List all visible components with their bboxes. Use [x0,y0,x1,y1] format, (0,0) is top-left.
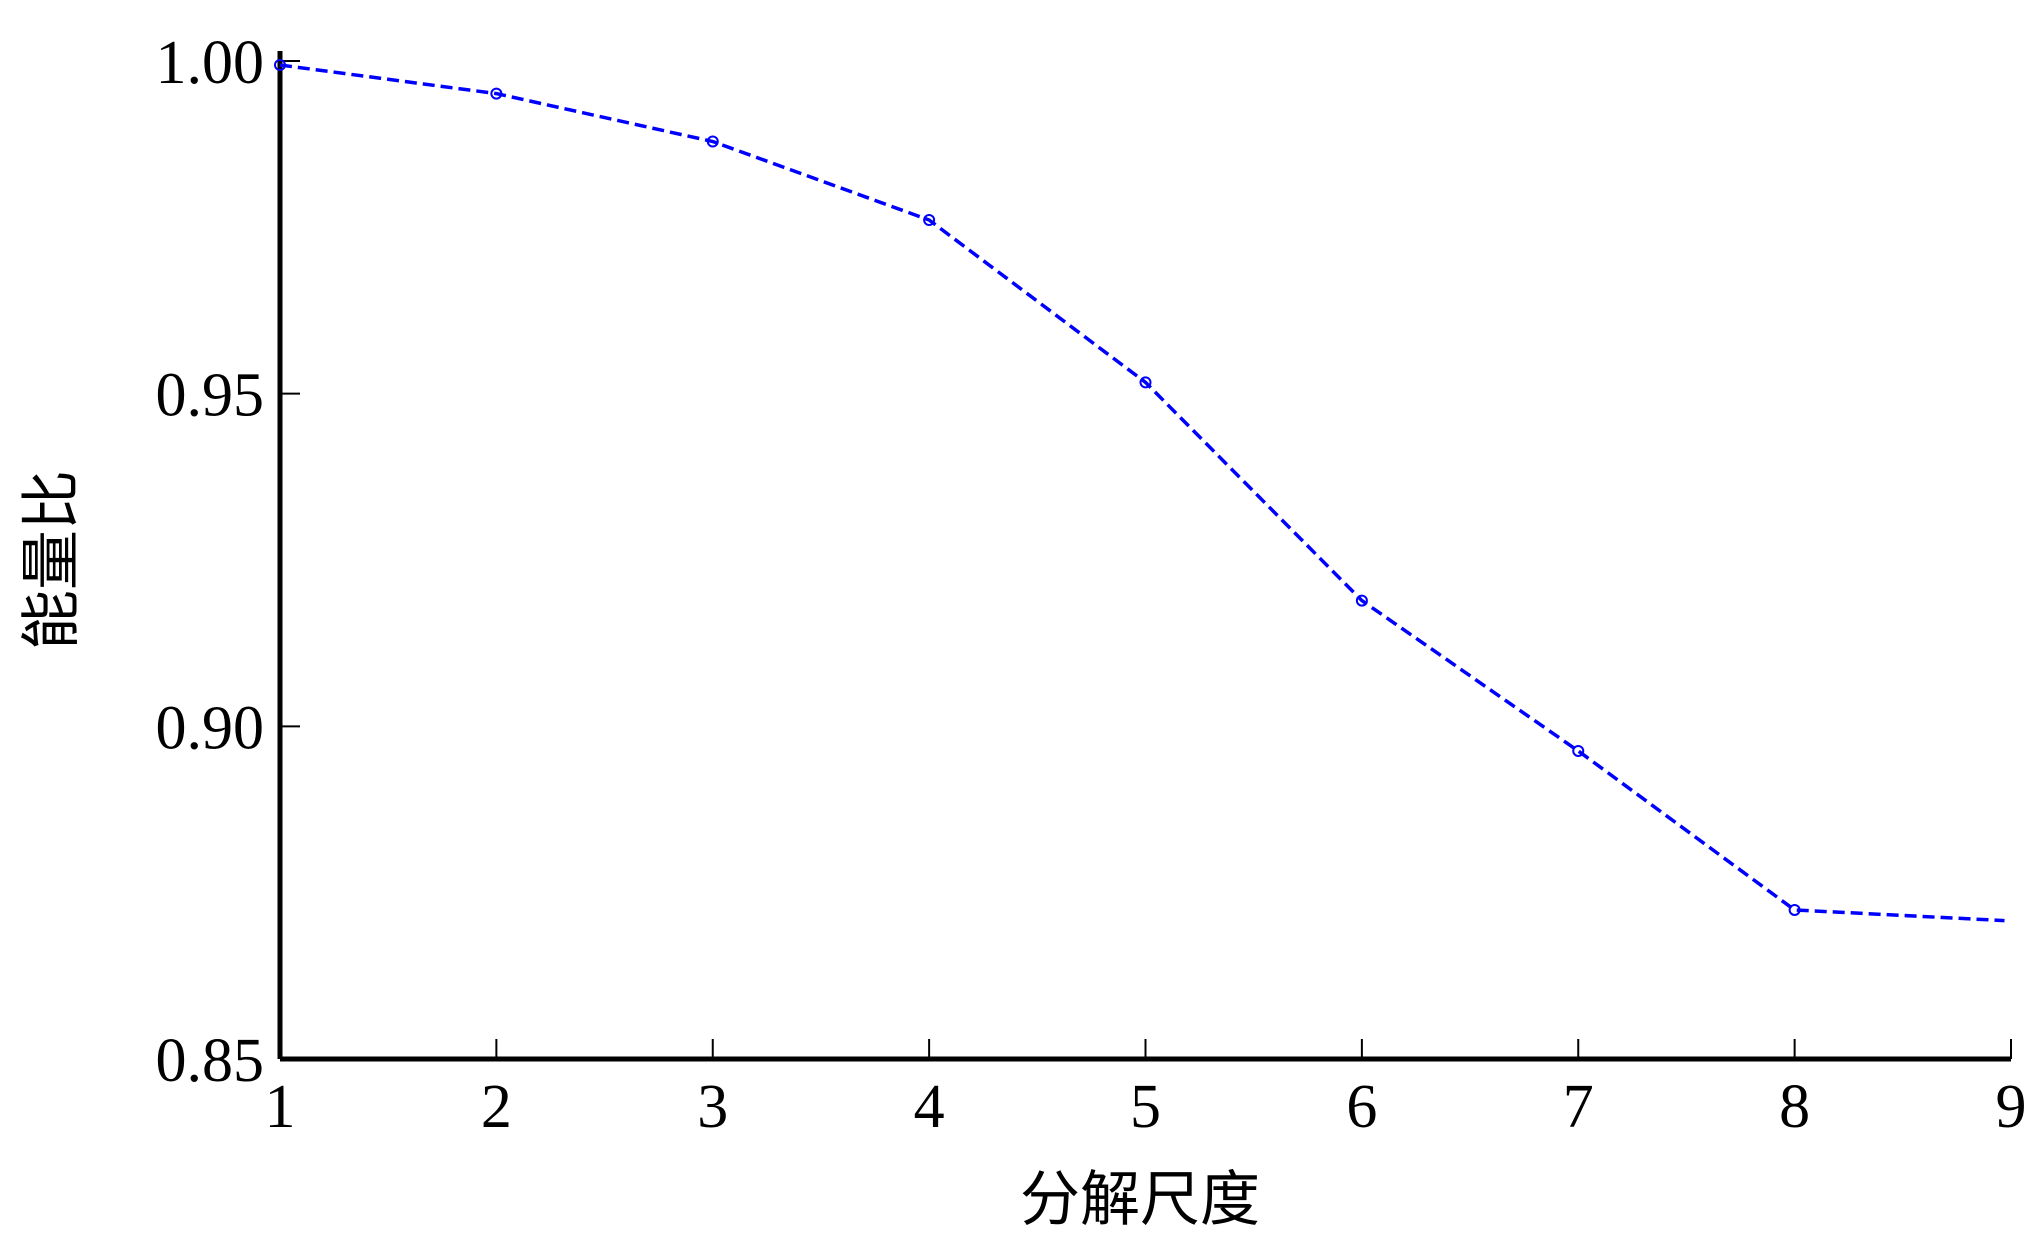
x-tick-label: 2 [481,1073,512,1141]
y-axis-label: 能量比 [17,470,87,650]
y-tick-label: 0.90 [156,694,265,762]
data-point [1572,744,1585,757]
data-point [274,58,286,71]
data-point [490,87,503,100]
data-point [1355,594,1368,607]
series [274,58,2005,923]
x-tick-label: 8 [1779,1073,1810,1141]
y-tick-label: 0.85 [156,1027,265,1095]
series-line [279,63,2005,923]
x-axis-label: 分解尺度 [1020,1165,1260,1235]
y-tick-label: 1.00 [156,29,265,97]
ticks: 1 2 3 4 5 6 7 8 9 0.85 0.90 0.95 1.00 [156,29,2027,1141]
x-tick-label: 7 [1563,1073,1594,1141]
data-point [1139,376,1152,389]
data-point [706,135,719,148]
x-tick-label: 4 [914,1073,945,1141]
x-tick-label: 9 [1996,1073,2027,1141]
x-tick-label: 3 [697,1073,728,1141]
data-point [1788,903,1801,916]
data-point [923,214,936,227]
x-tick-label: 6 [1346,1073,1377,1141]
x-tick-label: 5 [1130,1073,1161,1141]
y-tick-label: 0.95 [156,362,265,430]
x-tick-label: 1 [265,1073,296,1141]
axes [277,51,2011,1062]
